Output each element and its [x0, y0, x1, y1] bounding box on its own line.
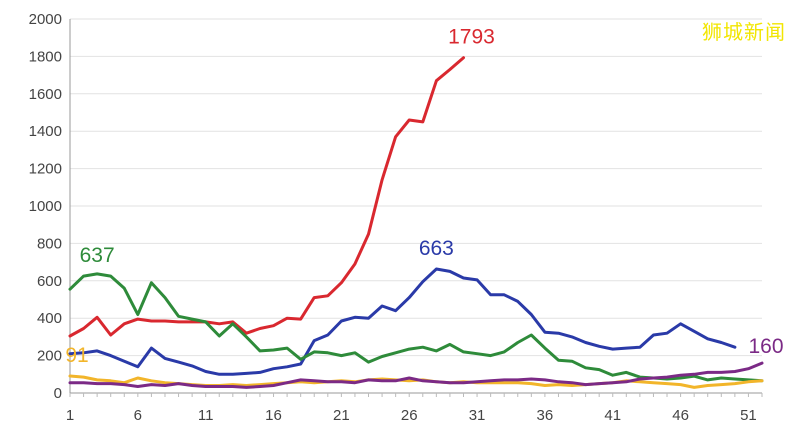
x-tick-label: 11 — [198, 407, 214, 424]
y-tick-label: 1600 — [29, 86, 62, 103]
y-tick-label: 400 — [37, 310, 62, 327]
y-tick-label: 1400 — [29, 123, 62, 140]
watermark-logo: 狮城新闻 — [702, 20, 786, 44]
series-line-2 — [68, 267, 737, 376]
x-tick-label: 51 — [740, 407, 757, 424]
annotation-label: 1793 — [448, 26, 495, 49]
y-tick-label: 1000 — [29, 198, 62, 215]
x-tick-label: 46 — [672, 407, 689, 424]
series-line-5 — [68, 361, 764, 389]
grid — [70, 18, 762, 357]
x-tick-label: 21 — [333, 407, 350, 424]
y-tick-label: 0 — [54, 385, 62, 402]
annotation-label: 663 — [419, 237, 454, 260]
y-tick-label: 200 — [37, 348, 62, 365]
x-tick-label: 31 — [469, 407, 486, 424]
x-tick-label: 41 — [604, 407, 621, 424]
annotation-label: 160 — [748, 335, 783, 358]
annotation-label: 637 — [80, 244, 115, 267]
y-tick-label: 600 — [37, 273, 62, 290]
y-tick-label: 2000 — [29, 11, 62, 28]
series-line-1 — [68, 56, 465, 338]
y-tick-label: 800 — [37, 235, 62, 252]
annotation-label: 91 — [65, 344, 88, 367]
x-tick-label: 6 — [134, 407, 142, 424]
y-tick-label: 1800 — [29, 48, 62, 65]
x-tick-label: 36 — [537, 407, 554, 424]
x-tick-label: 16 — [265, 407, 282, 424]
x-tick-label: 26 — [401, 407, 418, 424]
y-tick-label: 1200 — [29, 161, 62, 178]
series-group — [68, 56, 764, 389]
x-tick-label: 1 — [66, 407, 74, 424]
annotations: 1793 663 637 91 160 — [65, 26, 783, 367]
